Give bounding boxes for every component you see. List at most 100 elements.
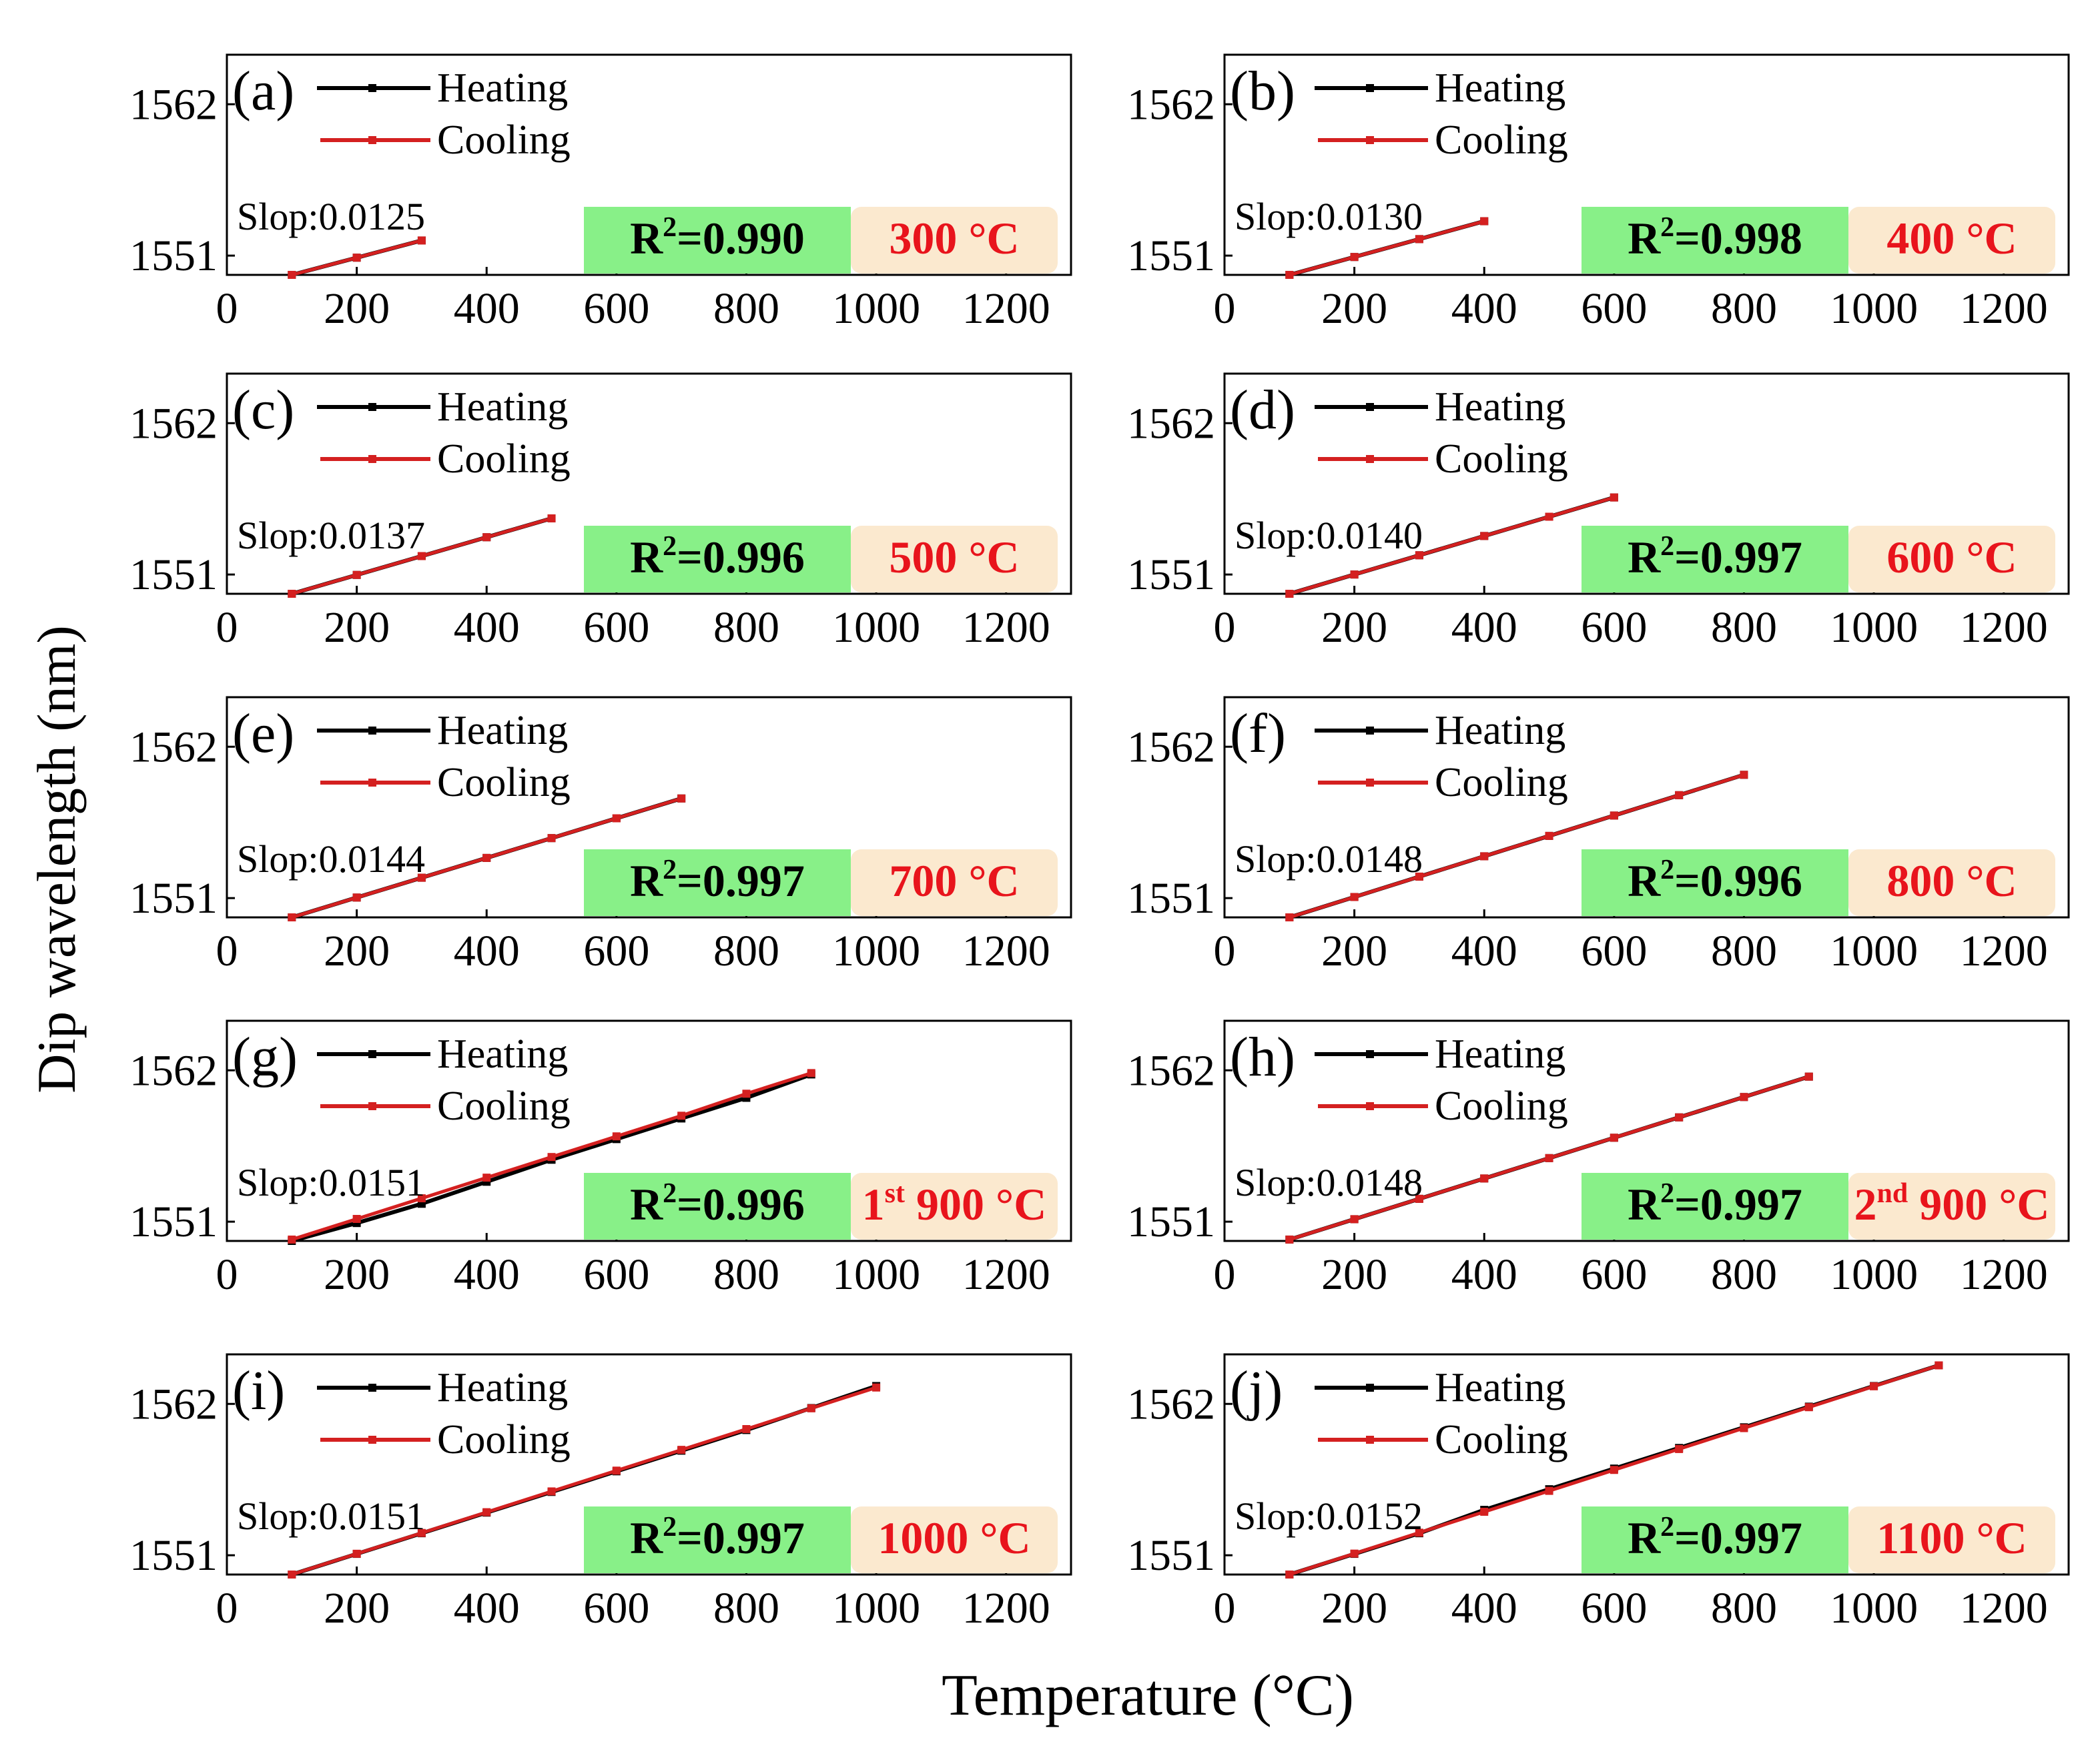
- data-point-cooling: [1675, 1444, 1684, 1453]
- y-tick-label: 1551: [129, 1531, 218, 1580]
- data-point-cooling: [1610, 1134, 1618, 1142]
- data-point-cooling: [872, 1383, 881, 1392]
- legend-label-heating: Heating: [1435, 384, 1565, 430]
- legend-label-heating: Heating: [1435, 65, 1565, 111]
- series-line-cooling: [1289, 773, 1745, 919]
- y-tick-label: 1562: [1127, 1046, 1215, 1095]
- x-tick-label: 1200: [962, 603, 1050, 652]
- data-point-cooling: [482, 853, 491, 862]
- r2-box: [1582, 1506, 1848, 1573]
- temperature-label: 1000 °C: [878, 1512, 1030, 1563]
- panel-letter: (d): [1230, 379, 1295, 441]
- x-tick-label: 800: [1711, 284, 1777, 333]
- legend-marker-cooling: [368, 1436, 376, 1444]
- r2-box: [584, 526, 851, 592]
- x-tick-label: 400: [1451, 1584, 1517, 1633]
- panel-letter: (j): [1230, 1360, 1283, 1422]
- r2-box: [1582, 849, 1848, 916]
- legend-marker-heating: [1366, 1050, 1374, 1058]
- x-tick-label: 200: [324, 284, 390, 333]
- panel-e: 0 200 400 600 800 1000 1200 1551 1562 R2=0.997 700…: [129, 696, 1072, 975]
- r2-box: [584, 849, 851, 916]
- x-tick-label: 800: [1711, 1584, 1777, 1633]
- data-point-cooling: [547, 1153, 556, 1162]
- y-tick-label: 1551: [1127, 232, 1215, 280]
- panel-i: 0 200 400 600 800 1000 1200 1551 1562 R2=0.997 100…: [129, 1353, 1072, 1633]
- legend-label-cooling: Cooling: [437, 1417, 571, 1462]
- data-point-cooling: [1285, 1571, 1294, 1579]
- data-point-cooling: [612, 814, 621, 823]
- x-tick-label: 0: [216, 284, 238, 333]
- x-tick-label: 800: [713, 603, 779, 652]
- data-point-cooling: [677, 1112, 686, 1120]
- data-point-cooling: [1610, 493, 1618, 502]
- temperature-label: 700 °C: [889, 855, 1019, 906]
- temperature-label: 500 °C: [889, 532, 1019, 582]
- x-tick-label: 1200: [1960, 603, 2048, 652]
- data-point-cooling: [1480, 1507, 1489, 1516]
- legend-marker-heating: [1366, 1384, 1374, 1392]
- r2-label: R2=0.998: [1628, 212, 1802, 264]
- legend-marker-heating: [368, 84, 376, 92]
- panel-letter: (g): [232, 1026, 298, 1088]
- panel-h: 0 200 400 600 800 1000 1200 1551 1562 R2=0.997 2nd…: [1127, 1019, 2070, 1299]
- r2-box: [1582, 207, 1848, 274]
- data-point-cooling: [1545, 831, 1553, 840]
- temperature-label: 800 °C: [1886, 855, 2017, 906]
- r2-box: [584, 207, 851, 274]
- panel-letter: (f): [1230, 703, 1286, 765]
- y-tick-label: 1551: [1127, 874, 1215, 923]
- x-tick-label: 1000: [832, 927, 920, 975]
- x-tick-label: 200: [1321, 603, 1387, 652]
- y-tick-label: 1551: [129, 1198, 218, 1246]
- x-tick-label: 0: [216, 927, 238, 975]
- series-line-cooling: [291, 1386, 877, 1577]
- x-tick-label: 1200: [1960, 1584, 2048, 1633]
- x-tick-label: 800: [1711, 927, 1777, 975]
- data-point-cooling: [1545, 512, 1553, 521]
- x-tick-label: 0: [1214, 927, 1236, 975]
- r2-label: R2=0.997: [1628, 1178, 1802, 1230]
- legend-marker-cooling: [368, 455, 376, 463]
- series-line-cooling: [1289, 496, 1615, 596]
- data-point-cooling: [352, 1215, 361, 1223]
- data-point-cooling: [288, 1235, 296, 1244]
- data-point-cooling: [352, 570, 361, 579]
- slope-label: Slop:0.0130: [1235, 195, 1423, 238]
- data-point-cooling: [1935, 1361, 1943, 1370]
- panel-letter: (h): [1230, 1026, 1295, 1088]
- x-axis-title: Temperature (°C): [942, 1663, 1354, 1728]
- x-tick-label: 600: [583, 284, 649, 333]
- x-tick-label: 600: [1581, 1250, 1647, 1299]
- data-point-cooling: [1285, 271, 1294, 279]
- y-tick-label: 1551: [1127, 1531, 1215, 1580]
- legend-label-cooling: Cooling: [1435, 436, 1568, 482]
- x-tick-label: 1000: [1830, 927, 1918, 975]
- legend-marker-cooling: [1366, 136, 1374, 144]
- data-point-cooling: [1675, 791, 1684, 799]
- x-tick-label: 600: [583, 1250, 649, 1299]
- slope-label: Slop:0.0140: [1235, 514, 1423, 557]
- r2-label: R2=0.997: [1628, 531, 1802, 582]
- data-point-cooling: [1480, 532, 1489, 540]
- data-point-cooling: [807, 1404, 815, 1412]
- data-point-cooling: [288, 590, 296, 598]
- legend-marker-cooling: [368, 136, 376, 144]
- x-tick-label: 400: [454, 603, 520, 652]
- data-point-cooling: [1285, 590, 1294, 598]
- data-point-cooling: [742, 1089, 751, 1098]
- legend-marker-heating: [368, 727, 376, 735]
- data-point-cooling: [1804, 1072, 1813, 1081]
- temperature-box: [1848, 1506, 2055, 1573]
- temperature-box: [1848, 207, 2055, 274]
- temperature-box: [1848, 526, 2055, 592]
- r2-label: R2=0.990: [630, 212, 805, 264]
- legend-label-heating: Heating: [1435, 1365, 1565, 1410]
- panel-letter: (c): [232, 379, 294, 441]
- panel-j: 0 200 400 600 800 1000 1200 1551 1562 R2=0.997 110…: [1127, 1353, 2070, 1633]
- legend-marker-cooling: [368, 1102, 376, 1110]
- plot-frame: [226, 1019, 1072, 1242]
- x-tick-label: 400: [454, 927, 520, 975]
- temperature-label: 300 °C: [889, 213, 1019, 264]
- temperature-label: 1100 °C: [1876, 1512, 2027, 1563]
